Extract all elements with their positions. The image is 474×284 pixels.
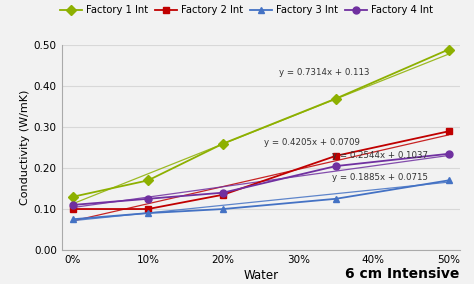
Factory 4 Int: [70, 203, 76, 207]
Factory 4 Int: [220, 191, 226, 194]
Factory 2 Int: [220, 193, 226, 197]
Text: y = 0.7314x + 0.113: y = 0.7314x + 0.113: [280, 68, 370, 76]
Factory 2 Int: [333, 154, 338, 158]
Text: y = 0.4205x + 0.0709: y = 0.4205x + 0.0709: [264, 138, 360, 147]
Factory 3 Int: [70, 218, 76, 221]
Y-axis label: Conductivity (W/mK): Conductivity (W/mK): [19, 90, 29, 205]
Line: Factory 4 Int: Factory 4 Int: [69, 150, 452, 208]
Factory 1 Int: [446, 48, 451, 51]
Factory 1 Int: [145, 179, 151, 182]
Factory 2 Int: [145, 207, 151, 211]
Factory 3 Int: [220, 207, 226, 211]
Factory 3 Int: [333, 197, 338, 201]
Factory 1 Int: [220, 142, 226, 145]
Factory 4 Int: [333, 164, 338, 168]
Factory 2 Int: [70, 207, 76, 211]
Line: Factory 1 Int: Factory 1 Int: [69, 46, 452, 200]
Factory 4 Int: [446, 152, 451, 156]
Factory 2 Int: [446, 130, 451, 133]
Factory 3 Int: [145, 211, 151, 215]
Text: 6 cm Intensive: 6 cm Intensive: [346, 267, 460, 281]
Factory 4 Int: [145, 197, 151, 201]
Text: y = 0.1885x + 0.0715: y = 0.1885x + 0.0715: [332, 173, 428, 182]
X-axis label: Water: Water: [243, 269, 278, 282]
Line: Factory 2 Int: Factory 2 Int: [69, 128, 452, 212]
Factory 3 Int: [446, 179, 451, 182]
Factory 1 Int: [70, 195, 76, 199]
Legend: Factory 1 Int, Factory 2 Int, Factory 3 Int, Factory 4 Int: Factory 1 Int, Factory 2 Int, Factory 3 …: [60, 5, 433, 15]
Line: Factory 3 Int: Factory 3 Int: [69, 177, 452, 223]
Factory 1 Int: [333, 97, 338, 100]
Text: y = 0.2544x + 0.1037: y = 0.2544x + 0.1037: [332, 151, 428, 160]
